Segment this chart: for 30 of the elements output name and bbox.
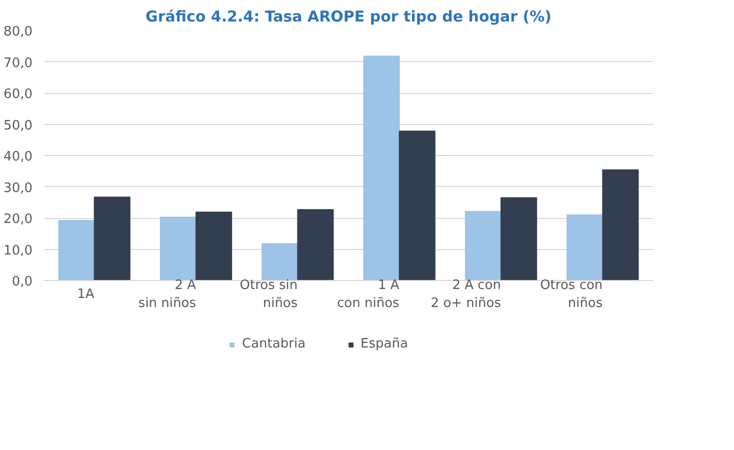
y-tick-label: 80,0 xyxy=(4,24,33,40)
chart-title: Gráfico 4.2.4: Tasa AROPE por tipo de hogar (%) xyxy=(146,8,552,26)
bar xyxy=(363,56,400,280)
x-tick-label: 1A xyxy=(77,287,94,302)
y-tick-label: 50,0 xyxy=(4,118,33,134)
x-tick-label: 1 A con niños xyxy=(337,278,400,311)
bar xyxy=(398,130,436,280)
bar xyxy=(262,243,298,280)
bar xyxy=(94,196,130,280)
y-tick-label: 40,0 xyxy=(4,150,33,164)
y-tick-label: 70,0 xyxy=(4,56,33,71)
bar xyxy=(196,212,232,280)
bar xyxy=(500,197,538,280)
legend-label: Cantabria xyxy=(242,336,306,352)
bar xyxy=(58,220,95,280)
bar xyxy=(566,214,604,280)
x-tick-label: Otros con niños xyxy=(540,278,603,311)
x-tick-label: 2 A sin niños xyxy=(138,278,196,311)
y-tick-label: 60,0 xyxy=(4,87,33,102)
x-tick-label: Otros sin niños xyxy=(240,278,298,311)
bar xyxy=(602,169,639,280)
x-tick-label: 2 A con 2 o+ niños xyxy=(430,278,502,311)
y-tick-label: 10,0 xyxy=(4,243,33,258)
bar xyxy=(464,210,502,280)
y-tick-label: 20,0 xyxy=(4,212,33,227)
y-tick-label: 0,0 xyxy=(12,274,33,290)
legend-label: España xyxy=(360,336,408,352)
y-tick-label: 30,0 xyxy=(4,180,33,196)
bar xyxy=(297,209,334,280)
bar xyxy=(160,216,196,280)
